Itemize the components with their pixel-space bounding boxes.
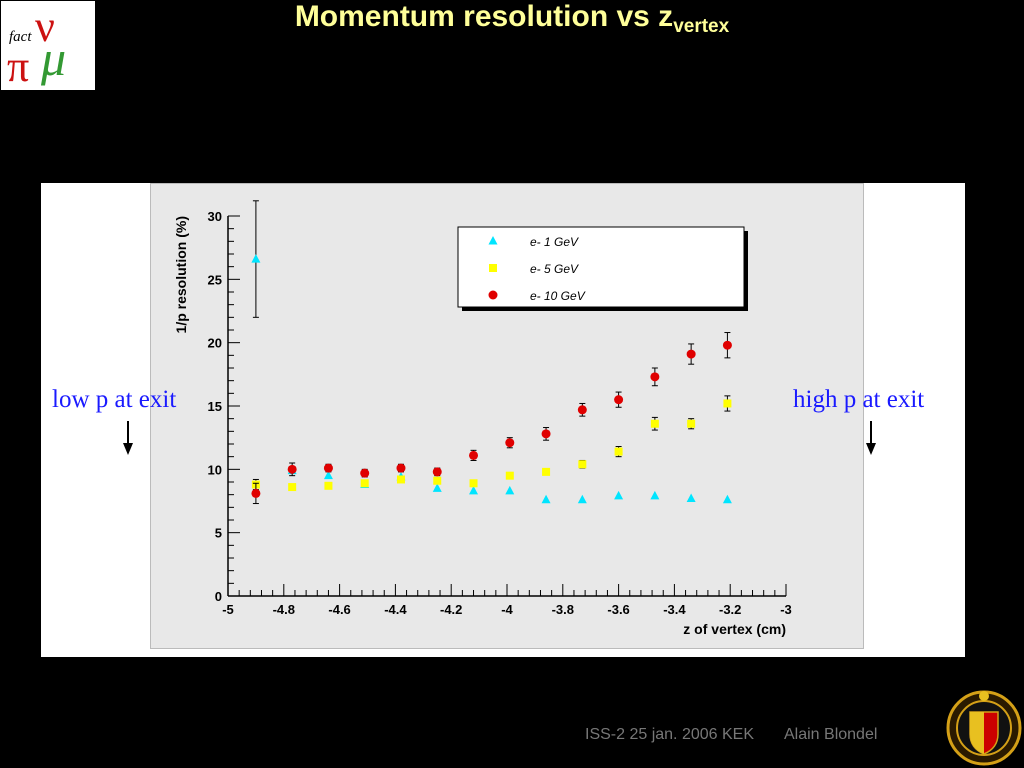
- data-point-series-3: [396, 463, 406, 473]
- data-point-series-1: [469, 485, 479, 495]
- down-arrow-icon: [123, 421, 133, 455]
- data-point-series-1: [432, 483, 442, 492]
- data-point-series-1: [541, 494, 551, 504]
- high-p-note: high p at exit: [793, 386, 925, 413]
- chart-frame: [150, 183, 864, 649]
- x-tick-label: -4.2: [440, 602, 462, 617]
- legend-box: [457, 226, 745, 308]
- data-point-series-1: [650, 490, 660, 500]
- slide-footer: ISS-2 25 jan. 2006 KEK Alain Blondel: [585, 726, 877, 744]
- data-point-series-3: [323, 463, 333, 473]
- data-point-series-2: [324, 481, 333, 490]
- x-tick-label: -3.2: [719, 602, 741, 617]
- y-tick-label: 25: [208, 272, 222, 287]
- legend-label: e- 10 GeV: [530, 289, 586, 303]
- y-tick-label: 5: [215, 526, 222, 541]
- down-arrow-icon: [866, 421, 876, 455]
- data-point-series-1: [577, 494, 587, 504]
- data-point-series-1: [614, 490, 624, 500]
- data-point-series-2: [578, 460, 587, 469]
- legend-label: e- 1 GeV: [530, 235, 579, 249]
- y-tick-label: 20: [208, 336, 222, 351]
- data-point-series-2: [650, 419, 659, 428]
- data-point-series-2: [396, 475, 405, 484]
- legend-marker: [489, 264, 497, 272]
- data-point-series-3: [650, 372, 660, 382]
- slide-title-sub: vertex: [673, 16, 730, 37]
- x-tick-label: -4.8: [273, 602, 295, 617]
- data-point-series-3: [577, 405, 587, 415]
- data-point-series-1: [323, 470, 333, 480]
- factnumu-logo: fact ν π μ: [1, 1, 95, 91]
- data-point-series-2: [469, 479, 478, 488]
- y-tick-label: 0: [215, 589, 222, 604]
- y-tick-label: 10: [208, 462, 222, 477]
- legend-label: e- 5 GeV: [530, 262, 579, 276]
- data-point-series-2: [505, 471, 514, 480]
- data-point-series-2: [288, 483, 297, 492]
- data-point-series-3: [686, 349, 696, 359]
- data-point-series-2: [433, 476, 442, 485]
- x-tick-label: -3.6: [607, 602, 629, 617]
- x-tick-label: -3.8: [552, 602, 574, 617]
- data-point-series-3: [614, 395, 624, 405]
- data-point-series-3: [360, 468, 370, 478]
- y-axis-label: 1/p resolution (%): [173, 216, 189, 333]
- logo-mu-text: μ: [40, 30, 66, 86]
- chart-svg: -5 -4.8 -4.6 -4.4 -4.2 -4 -3.8 -3.6 -3.4 -3.2 -3 0 5…: [150, 183, 864, 649]
- x-tick-label: -4.6: [328, 602, 350, 617]
- x-axis-label: z of vertex (cm): [683, 621, 786, 637]
- data-point-series-1: [722, 494, 732, 504]
- data-point-series-1: [251, 254, 261, 263]
- x-tick-label: -3.4: [663, 602, 686, 617]
- chart-canvas: -5 -4.8 -4.6 -4.4 -4.2 -4 -3.8 -3.6 -3.4 -3.2 -3 0 5…: [150, 183, 864, 649]
- data-point-series-3: [432, 467, 442, 477]
- data-point-series-3: [541, 429, 551, 439]
- x-tick-label: -3: [780, 602, 792, 617]
- slide-title: Momentum resolution vs zvertex: [0, 0, 1024, 38]
- logo-nu-text: ν: [35, 2, 55, 51]
- logo-fact-text: fact: [9, 29, 32, 45]
- data-point-series-1: [505, 485, 515, 495]
- y-tick-label: 30: [208, 209, 222, 224]
- data-point-series-2: [360, 479, 369, 488]
- data-point-series-2: [614, 447, 623, 456]
- y-tick-label: 15: [208, 399, 222, 414]
- legend-marker: [488, 290, 498, 300]
- university-seal-logo: [946, 690, 1022, 766]
- data-point-series-3: [722, 340, 732, 350]
- x-tick-label: -4: [501, 602, 513, 617]
- low-p-note: low p at exit: [52, 386, 177, 413]
- x-tick-label: -5: [222, 602, 234, 617]
- x-tick-label: -4.4: [384, 602, 407, 617]
- data-point-series-3: [251, 488, 261, 498]
- data-point-series-3: [505, 438, 515, 448]
- data-point-series-3: [469, 450, 479, 460]
- data-point-series-2: [542, 467, 551, 476]
- footer-author: Alain Blondel: [784, 726, 878, 743]
- data-point-series-3: [287, 464, 297, 474]
- data-point-series-2: [723, 399, 732, 408]
- logo-pi-text: π: [7, 42, 29, 90]
- footer-event: ISS-2 25 jan. 2006 KEK: [585, 726, 754, 743]
- slide-title-main: Momentum resolution vs z: [294, 0, 674, 33]
- data-point-series-2: [687, 419, 696, 428]
- data-point-series-1: [686, 493, 696, 502]
- legend-marker: [488, 236, 498, 245]
